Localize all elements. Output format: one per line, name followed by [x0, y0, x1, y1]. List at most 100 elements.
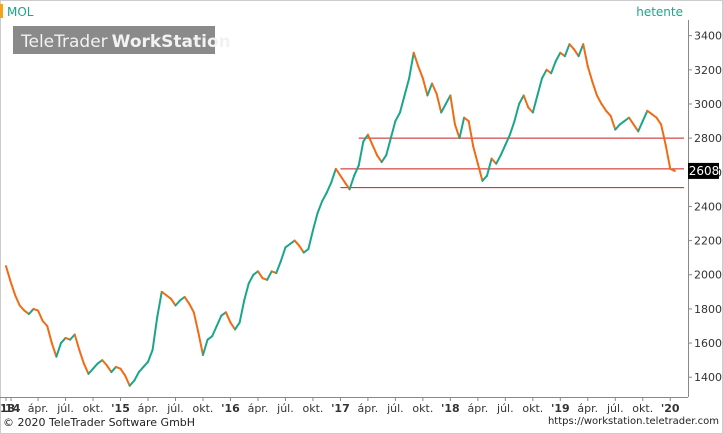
price-segment — [334, 167, 342, 177]
price-segment — [174, 299, 182, 307]
price-segment — [307, 229, 314, 251]
price-segment — [453, 123, 461, 140]
price-segment — [573, 48, 580, 58]
x-tick-label: '20 — [661, 402, 680, 415]
last-value-label: 2608 — [689, 164, 720, 178]
price-segment — [632, 123, 640, 133]
price-segment — [655, 116, 663, 126]
copyright-text: © 2020 TeleTrader Software GmbH — [3, 416, 196, 429]
y-tick-label: 2200 — [694, 235, 722, 248]
price-segment — [481, 174, 489, 182]
price-segment — [197, 331, 204, 357]
ticker-label: MOL — [7, 5, 34, 19]
x-tick-label: ápr. — [467, 402, 488, 415]
price-segment — [582, 43, 589, 68]
price-segment — [279, 246, 287, 263]
price-segment — [298, 244, 305, 254]
last-value-badge: 2608 — [688, 162, 720, 179]
y-tick-label: 1600 — [694, 337, 722, 350]
price-segment — [87, 367, 95, 375]
price-segment — [46, 324, 53, 345]
interval-label: hetente — [636, 5, 683, 19]
y-tick-label: 1800 — [694, 303, 722, 316]
price-segment — [50, 342, 58, 358]
price-segment — [417, 65, 424, 80]
price-segment — [119, 367, 127, 377]
price-segment — [330, 167, 337, 184]
x-tick-label: '18 — [441, 402, 460, 415]
price-segment — [325, 181, 333, 194]
price-segment — [243, 282, 250, 302]
price-segment — [92, 362, 99, 370]
price-segment — [554, 51, 562, 63]
price-segment — [316, 200, 324, 215]
price-segment — [664, 143, 672, 170]
price-segment — [201, 338, 209, 357]
price-segment — [513, 102, 521, 123]
y-tick-label: 2800 — [694, 132, 722, 145]
price-segment — [275, 260, 282, 275]
price-segment — [247, 273, 255, 285]
price-segment — [600, 102, 608, 112]
price-segment — [311, 212, 319, 232]
x-tick-label: júl. — [496, 402, 514, 415]
price-segment — [614, 123, 621, 131]
price-segment — [344, 181, 351, 191]
price-segment — [577, 43, 585, 58]
price-segment — [628, 116, 635, 126]
price-segment — [536, 77, 543, 97]
price-segment — [169, 297, 177, 307]
price-segment — [563, 43, 571, 58]
y-tick-label: 2400 — [694, 200, 722, 213]
price-segment — [59, 336, 67, 345]
x-tick-label: okt. — [83, 402, 104, 415]
price-segment — [385, 137, 392, 157]
price-segment — [641, 109, 649, 123]
price-segment — [403, 77, 411, 97]
y-tick-label: 3400 — [694, 30, 722, 43]
price-segment — [660, 123, 667, 146]
price-segment — [380, 154, 388, 164]
price-segment — [137, 365, 145, 374]
price-segment — [371, 143, 379, 157]
price-segment — [522, 94, 530, 109]
y-tick-label: 3000 — [694, 98, 722, 111]
price-segment — [18, 304, 26, 312]
price-segment — [133, 371, 140, 382]
price-segment — [408, 51, 415, 80]
price-segment — [495, 154, 502, 165]
price-segment — [101, 359, 108, 367]
price-segment — [238, 299, 246, 324]
price-segment — [376, 154, 383, 164]
x-tick-label: ápr. — [248, 402, 269, 415]
x-tick-label: '19 — [551, 402, 570, 415]
source-url-link[interactable]: https://workstation.teletrader.com — [547, 416, 719, 427]
x-axis: '13'14 ápr. júl. okt. '15 ápr. júl. okt. '16 ápr.… — [0, 397, 680, 415]
price-segment — [540, 68, 548, 80]
price-segment — [586, 65, 594, 83]
price-segment — [183, 295, 191, 305]
price-segment — [82, 362, 90, 375]
x-tick-label: okt. — [522, 402, 543, 415]
price-segment — [105, 364, 113, 374]
price-segment — [211, 324, 218, 338]
ticker-accent-bar — [0, 4, 3, 18]
x-tick-label: '14 — [2, 402, 21, 415]
price-segment — [73, 333, 81, 351]
price-segment — [9, 280, 17, 297]
x-tick-label: '15 — [111, 402, 130, 415]
x-tick-label: júl. — [386, 402, 404, 415]
price-segment — [591, 80, 598, 97]
price-segment — [499, 143, 507, 157]
price-segment — [293, 239, 301, 247]
price-segment — [412, 51, 420, 68]
price-segment — [568, 43, 576, 51]
price-segment — [467, 120, 475, 148]
price-segment — [366, 133, 374, 146]
price-segment — [156, 290, 163, 319]
x-tick-label: ápr. — [138, 402, 159, 415]
y-tick-label: 1400 — [694, 371, 722, 384]
price-segment — [215, 314, 223, 327]
price-segment — [188, 302, 195, 314]
